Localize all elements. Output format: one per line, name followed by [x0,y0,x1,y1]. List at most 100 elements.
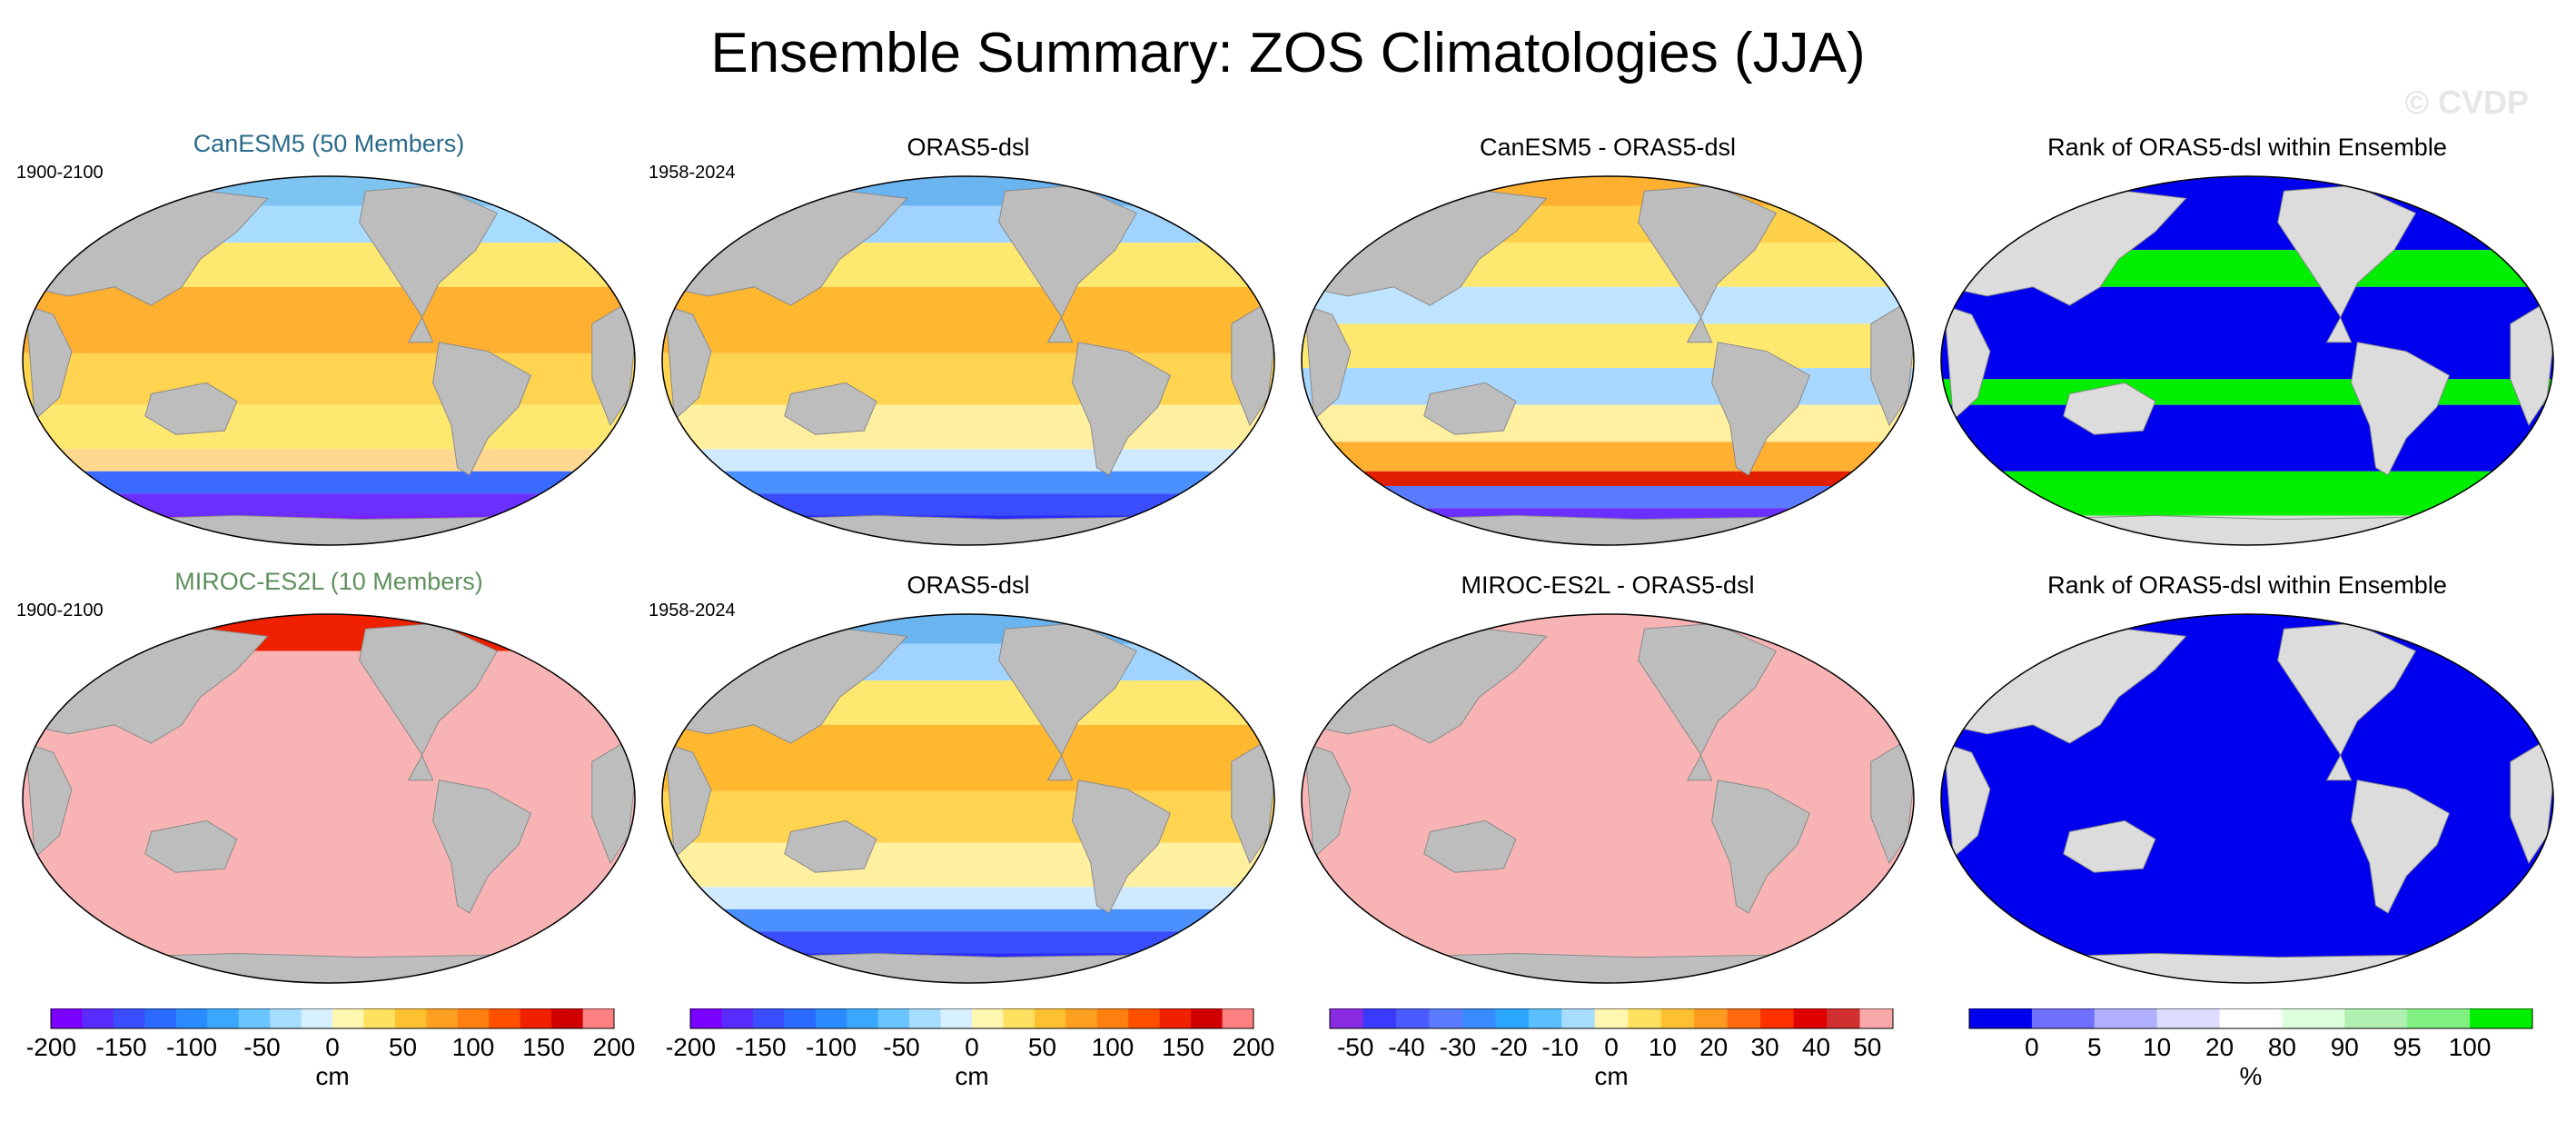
field-band [662,724,1274,791]
land-mass [1423,382,1517,435]
colorbar-tick-label: -40 [1388,1033,1424,1061]
land-mass [664,304,712,422]
colorbar-swatch [363,1008,396,1028]
colorbar-swatch [301,1008,333,1028]
field-band [1302,404,1914,442]
colorbar-tick-label: 10 [2143,1033,2171,1061]
colorbar-swatch [1760,1008,1795,1028]
field-band [23,286,635,353]
land-mass [2351,779,2451,914]
map-outline [22,175,636,546]
colorbar-swatch [175,1008,208,1028]
colorbar-swatch [1793,1008,1828,1028]
field-band [662,887,1274,909]
colorbar-tick-label: -10 [1541,1033,1578,1061]
land-mass [1943,304,1991,422]
colorbar-tick-label: -50 [243,1033,280,1061]
field-band [23,493,635,516]
panel-miroc: MIROC-ES2L (10 Members) 1900-2100 [11,562,647,984]
colorbar-swatch [2344,1008,2408,1028]
field-band [662,471,1274,494]
land-mass [1638,184,1778,343]
panel-diff-canesm5: CanESM5 - ORAS5-dsl [1290,124,1926,546]
colorbar-swatch [752,1008,785,1028]
colorbar-unit: % [2240,1062,2263,1090]
land-mass [432,342,532,476]
map-outline [1301,613,1915,984]
field-band [662,931,1274,954]
colorbar-frame [1329,1008,1894,1029]
field-band [662,286,1274,353]
colorbar-unit: cm [315,1062,349,1090]
colorbar-swatch [332,1008,364,1028]
land-mass [2277,184,2417,343]
land-mass [1711,779,1811,914]
colorbar-swatch [207,1008,240,1028]
land-mass [1423,819,1517,873]
colorbar-tick-label: 0 [1604,1033,1619,1061]
colorbar-swatch [1395,1008,1430,1028]
colorbar-tick-label: 0 [2025,1033,2039,1061]
panel-diff-miroc: MIROC-ES2L - ORAS5-dsl [1290,562,1926,984]
map [22,613,636,984]
land-mass [359,622,499,781]
colorbar-swatch [1594,1008,1629,1028]
land-mass [1943,742,1991,859]
colorbar-oras5: -200 -150 -100 -50 0 50 100 150 200 cm [665,1008,1284,1117]
colorbar-tick-label: 5 [2087,1033,2102,1061]
colorbar-svg: -200 -150 -100 -50 0 50 100 150 200 cm [25,1008,635,1090]
field-band [23,471,635,494]
colorbar-swatch [1660,1008,1695,1028]
colorbar-tick-label: 100 [2449,1033,2492,1061]
colorbar-swatch [1628,1008,1662,1028]
colorbar-swatch [1827,1008,1861,1028]
panel-title: MIROC-ES2L - ORAS5-dsl [1461,571,1755,599]
colorbar-tick-label: 20 [1699,1033,1728,1061]
colorbar-swatch [1362,1008,1397,1028]
colorbar-tick-label: -50 [883,1033,919,1061]
colorbar-swatch [2219,1008,2283,1028]
land-mass [2063,819,2156,873]
colorbar-swatch [1330,1008,1363,1028]
watermark: © CVDP [2404,84,2529,121]
colorbar-swatch [82,1008,114,1028]
map [661,175,1275,546]
colorbar-swatch [847,1008,879,1028]
ocean-field [662,614,1274,983]
map [661,613,1275,984]
colorbar-tick-label: 20 [2205,1033,2234,1061]
colorbar-svg: -50 -40 -30 -20 -10 0 10 20 30 40 50 cm [1329,1008,1894,1090]
colorbar-unit: cm [1594,1062,1628,1090]
field-band [23,449,635,472]
field-band [662,404,1274,450]
map-outline [1940,175,2554,546]
period-label: 1958-2024 [649,163,736,183]
land-mass [784,382,877,435]
colorbar-tick-label: -30 [1440,1033,1476,1061]
colorbar-swatch [940,1008,973,1028]
colorbar-swatch [457,1008,490,1028]
colorbar-swatch [1159,1008,1192,1028]
colorbar-tick-label: 0 [965,1033,979,1061]
ocean-field [1941,614,2553,983]
panel-title: CanESM5 (50 Members) [193,130,465,157]
land-mass [664,742,712,859]
panel-title: Rank of ORAS5-dsl within Ensemble [2047,134,2447,161]
land-mass [1072,342,1172,476]
colorbar-swatch [489,1008,521,1028]
colorbar-tick-label: -200 [27,1033,76,1061]
map [1940,613,2554,984]
colorbar-swatch [426,1008,459,1028]
period-label: 1958-2024 [649,601,736,621]
colorbar-tick-label: 150 [522,1033,565,1061]
ocean-field [23,176,635,545]
land-mass [1638,622,1778,781]
colorbar-swatch [144,1008,177,1028]
land-mass [432,779,532,914]
colorbar-swatch [2156,1008,2221,1028]
ocean-field [1941,176,2553,545]
colorbar-diff: -50 -40 -30 -20 -10 0 10 20 30 40 50 cm [1306,1008,1924,1117]
colorbar-tick-label: -100 [806,1033,857,1061]
colorbar-swatch [2282,1008,2345,1028]
colorbar-tick-label: -50 [1337,1033,1373,1061]
